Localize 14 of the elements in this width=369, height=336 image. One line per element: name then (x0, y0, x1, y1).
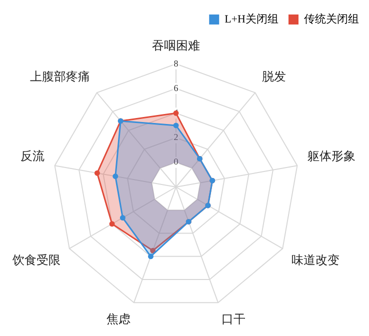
spoke-label: 口干 (222, 312, 246, 326)
spoke-label: 躯体形象 (308, 148, 356, 163)
spoke-label: 脱发 (262, 70, 286, 84)
spoke-label: 吞咽困难 (152, 38, 200, 52)
legend-label: L+H关闭组 (224, 12, 279, 26)
y-tick-label: 6 (174, 82, 179, 93)
spoke-label: 反流 (20, 148, 44, 163)
legend-label: 传统关闭组 (304, 12, 359, 26)
y-tick-label: 2 (174, 132, 178, 142)
y-tick-label: 8 (174, 58, 179, 68)
spoke-label: 味道改变 (292, 253, 340, 268)
spoke-label: 饮食受限 (11, 253, 60, 268)
spoke-label: 焦虑 (106, 312, 130, 326)
spoke-label: 上腹部疼痛 (30, 70, 90, 84)
